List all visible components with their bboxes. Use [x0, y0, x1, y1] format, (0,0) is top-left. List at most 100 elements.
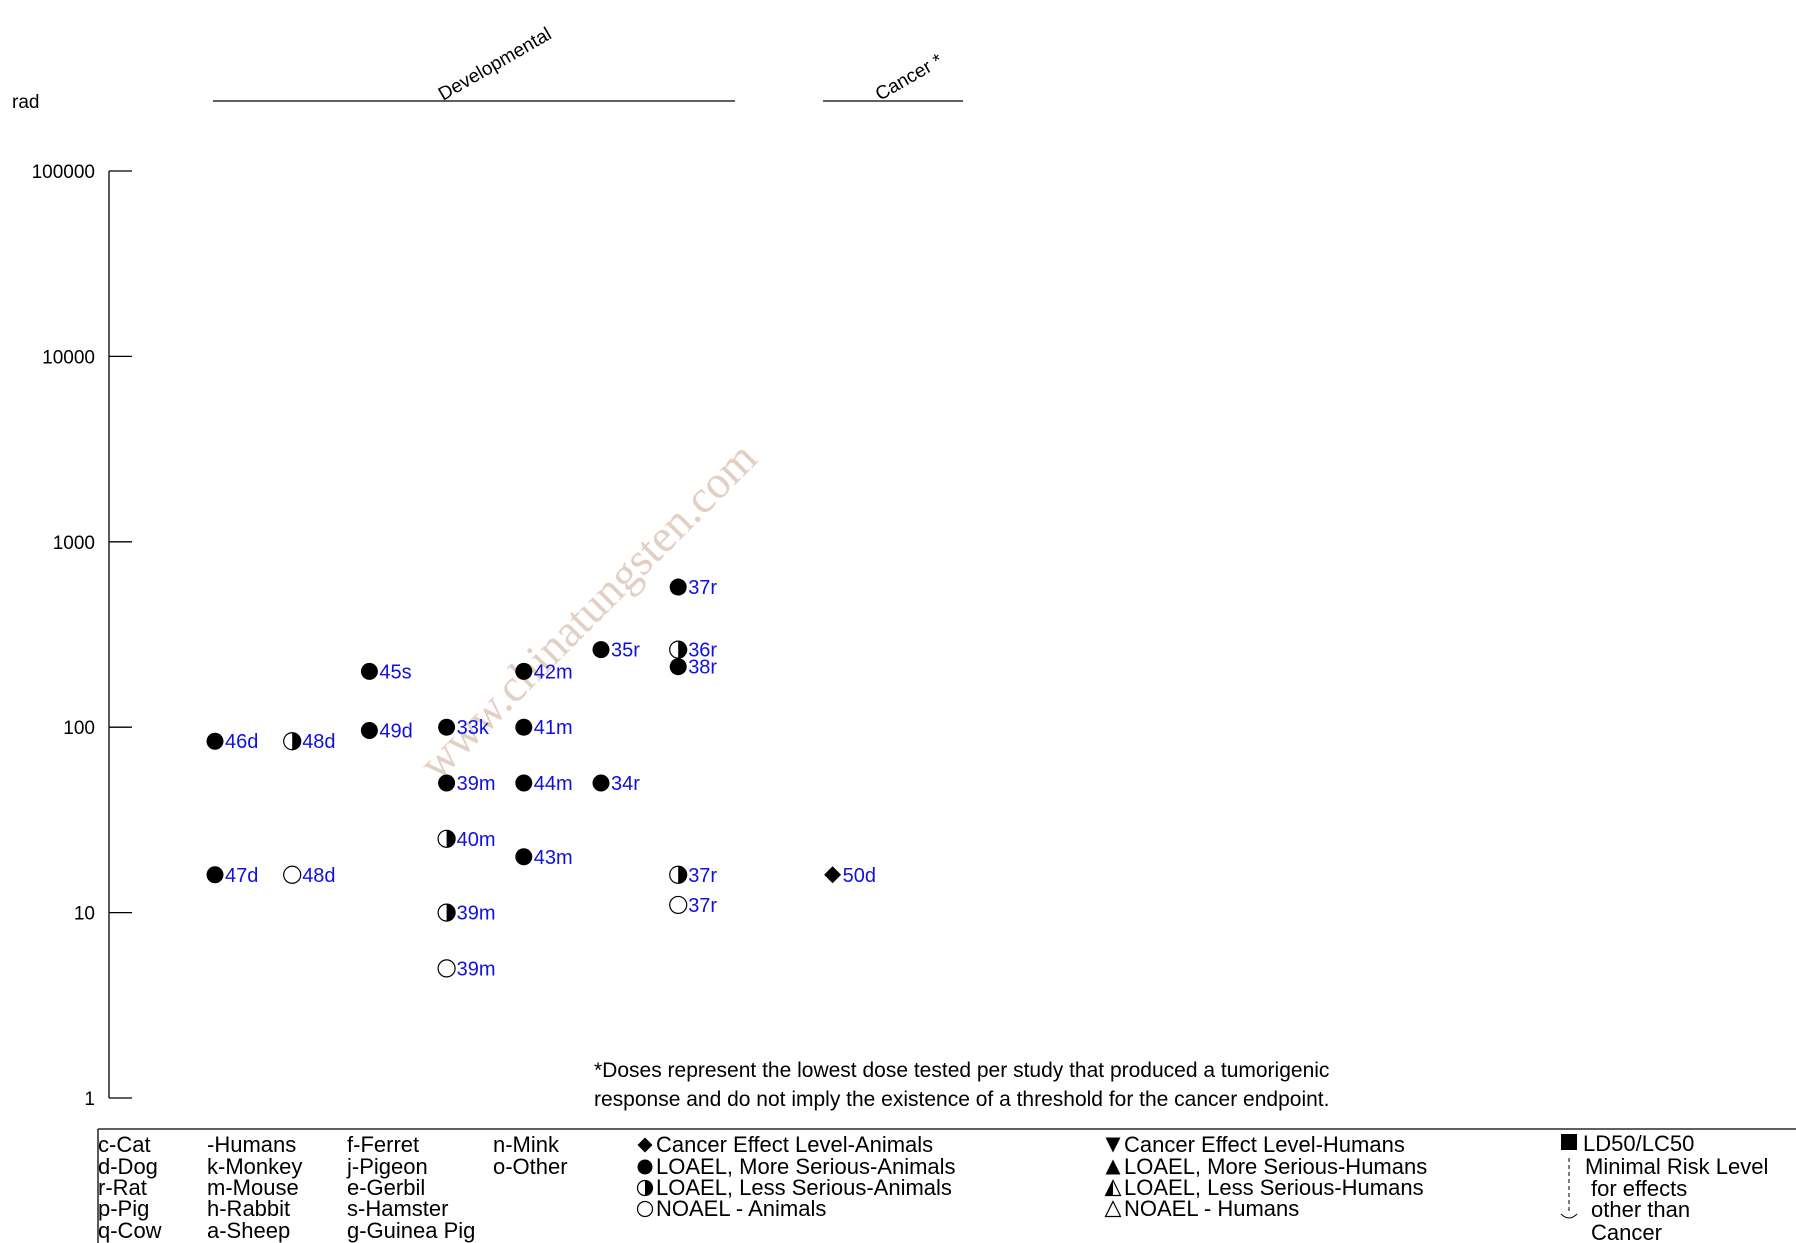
filled-circle-icon — [438, 774, 456, 792]
species-entry: j-Pigeon — [346, 1154, 428, 1179]
data-point: 40m — [437, 829, 496, 851]
y-axis: 100000 10000 1000 100 10 1 — [32, 162, 132, 1110]
data-point-label: 41m — [534, 717, 573, 739]
data-point: 48d — [283, 865, 336, 887]
filled-circle-icon — [515, 848, 533, 866]
filled-circle-icon — [515, 718, 533, 736]
data-point: 34r — [592, 773, 640, 795]
data-point-label: 45s — [379, 661, 411, 683]
filled-circle-icon — [206, 866, 224, 884]
data-point: 45s — [360, 661, 412, 683]
filled-circle-icon — [206, 732, 224, 750]
species-entry: -Humans — [207, 1132, 296, 1157]
data-point: 35r — [592, 640, 640, 662]
species-entry: e-Gerbil — [347, 1175, 425, 1200]
species-entry: c-Cat — [98, 1132, 151, 1157]
half-circle-fill-icon — [446, 904, 456, 922]
y-tick-label: 100000 — [32, 162, 95, 183]
filled-circle-icon — [592, 774, 610, 792]
down-triangle-icon — [1105, 1137, 1121, 1153]
species-entry: h-Rabbit — [207, 1196, 290, 1221]
open-circle-icon — [437, 959, 456, 978]
data-point-label: 37r — [688, 577, 717, 599]
data-point: 49d — [360, 720, 413, 742]
legend-entry: LOAEL, More Serious-Humans — [1105, 1154, 1427, 1179]
y-tick-label: 1 — [84, 1089, 95, 1110]
legend-entry-label: LOAEL, Less Serious-Animals — [656, 1175, 952, 1200]
open-circle-icon — [669, 895, 688, 915]
data-point: 44m — [515, 773, 573, 795]
legend-entry-label: Cancer Effect Level-Animals — [656, 1132, 933, 1157]
data-point: 41m — [515, 717, 573, 739]
data-point: 36r — [669, 640, 717, 662]
footnote-line-1: *Doses represent the lowest dose tested … — [594, 1059, 1329, 1082]
data-point: 50d — [824, 865, 876, 887]
half-circle-fill-icon — [645, 1180, 653, 1196]
legend-entry-label: LOAEL, More Serious-Humans — [1124, 1154, 1427, 1179]
filled-circle-icon — [669, 578, 687, 596]
legend-entry: LOAEL, Less Serious-Animals — [636, 1175, 952, 1200]
data-point: 33k — [438, 717, 490, 739]
y-tick-label: 10 — [74, 904, 95, 925]
species-entry: s-Hamster — [347, 1196, 448, 1221]
data-point-label: 43m — [534, 847, 573, 869]
legend-entry-label: LOAEL, Less Serious-Humans — [1124, 1175, 1424, 1200]
data-point: 39m — [437, 958, 496, 980]
category-header-developmental: Developmental — [213, 24, 735, 105]
legend-entry: LOAEL, Less Serious-Humans — [1104, 1175, 1424, 1200]
data-point-label: 37r — [688, 865, 717, 887]
legend-entry: Cancer Effect Level-Humans — [1105, 1132, 1405, 1157]
data-point: 39m — [438, 773, 496, 795]
diamond-icon — [637, 1137, 653, 1153]
open-circle-icon — [283, 865, 302, 884]
filled-circle-icon — [637, 1159, 653, 1175]
data-point-label: 37r — [688, 895, 717, 917]
y-tick-label: 10000 — [42, 347, 95, 368]
filled-circle-icon — [360, 721, 378, 739]
ld50-square-icon — [1561, 1134, 1577, 1150]
species-entry: r-Rat — [98, 1175, 147, 1200]
data-point-label: 39m — [457, 903, 496, 925]
filled-circle-icon — [360, 662, 378, 680]
legend-entry-label: LOAEL, More Serious-Animals — [656, 1154, 956, 1179]
data-point: 39m — [437, 903, 496, 925]
species-entry: p-Pig — [98, 1196, 149, 1221]
data-point: 37r — [669, 865, 717, 887]
data-point-label: 39m — [457, 773, 496, 795]
category-label-cancer: Cancer * — [872, 50, 947, 105]
data-point-label: 39m — [457, 958, 496, 980]
data-point: 46d — [206, 731, 258, 753]
filled-circle-icon — [592, 641, 610, 659]
y-axis-label: rad — [12, 92, 39, 113]
legend-entry-label: Cancer Effect Level-Humans — [1124, 1132, 1405, 1157]
filled-circle-icon — [515, 774, 533, 792]
mrl-label-line-4: Cancer — [1591, 1220, 1662, 1243]
filled-circle-icon — [438, 718, 456, 736]
filled-circle-icon — [515, 662, 533, 680]
species-entry: m-Mouse — [207, 1175, 299, 1200]
data-point: 48d — [283, 731, 336, 753]
data-point-label: 40m — [457, 829, 496, 851]
data-point-label: 38r — [688, 657, 717, 679]
legend-entry-label: NOAEL - Humans — [1124, 1196, 1299, 1221]
species-entry: o-Other — [493, 1154, 568, 1179]
half-circle-fill-icon — [446, 830, 456, 848]
open-triangle-icon — [1104, 1200, 1122, 1218]
other-legend: LD50/LC50 Minimal Risk Level for effects… — [1560, 1131, 1768, 1243]
legend-entry: NOAEL - Humans — [1104, 1196, 1299, 1221]
data-point: 43m — [515, 847, 573, 869]
half-circle-fill-icon — [678, 641, 687, 659]
species-entry: q-Cow — [98, 1218, 162, 1243]
half-triangle-fill-icon — [1105, 1180, 1113, 1196]
data-point: 38r — [669, 657, 717, 679]
data-point-label: 33k — [457, 717, 490, 739]
category-header-cancer: Cancer * — [823, 50, 963, 105]
mrl-label-line-1: Minimal Risk Level — [1585, 1154, 1768, 1179]
filled-triangle-icon — [1105, 1159, 1121, 1175]
data-point-label: 35r — [611, 640, 640, 662]
data-point-label: 42m — [534, 661, 573, 683]
